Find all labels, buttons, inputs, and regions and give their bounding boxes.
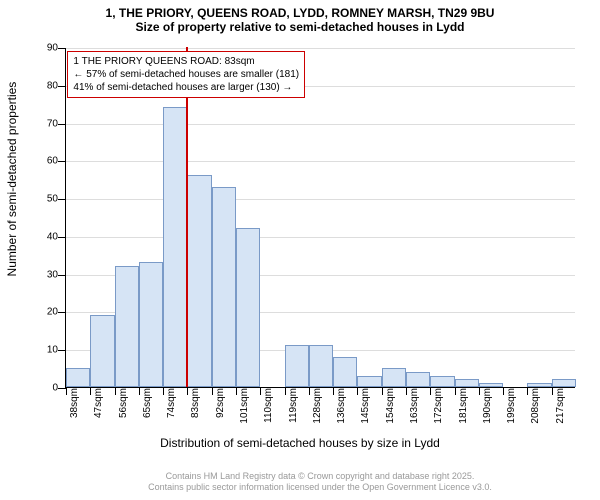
y-tick-label: 10	[34, 345, 58, 356]
y-tick	[58, 275, 66, 276]
x-tick	[333, 387, 334, 395]
grid-line	[66, 161, 575, 162]
chart-area: 010203040506070809038sqm47sqm56sqm65sqm7…	[65, 48, 575, 388]
x-tick	[309, 387, 310, 395]
histogram-bar	[115, 266, 139, 387]
x-tick-label: 190sqm	[482, 388, 493, 424]
y-tick	[58, 48, 66, 49]
x-tick	[285, 387, 286, 395]
x-tick	[382, 387, 383, 395]
grid-line	[66, 199, 575, 200]
y-tick-label: 80	[34, 80, 58, 91]
grid-line	[66, 237, 575, 238]
y-tick	[58, 124, 66, 125]
x-tick-label: 136sqm	[336, 388, 347, 424]
x-tick-label: 47sqm	[93, 388, 104, 418]
histogram-bar	[236, 228, 260, 387]
x-tick-label: 145sqm	[360, 388, 371, 424]
x-tick	[66, 387, 67, 395]
y-tick-label: 20	[34, 307, 58, 318]
histogram-bar	[90, 315, 114, 387]
histogram-bar	[406, 372, 430, 387]
y-tick-label: 0	[34, 383, 58, 394]
reference-marker-line	[186, 47, 188, 387]
histogram-bar	[285, 345, 309, 387]
footer-line2: Contains public sector information licen…	[65, 482, 575, 494]
x-tick	[527, 387, 528, 395]
histogram-bar	[139, 262, 163, 387]
chart-title-line1: 1, THE PRIORY, QUEENS ROAD, LYDD, ROMNEY…	[0, 6, 600, 20]
histogram-bar	[455, 379, 479, 387]
footer-attribution: Contains HM Land Registry data © Crown c…	[65, 471, 575, 494]
grid-line	[66, 48, 575, 49]
x-tick	[357, 387, 358, 395]
histogram-bar	[333, 357, 357, 387]
y-tick	[58, 312, 66, 313]
histogram-bar	[527, 383, 551, 387]
y-tick	[58, 350, 66, 351]
x-tick	[212, 387, 213, 395]
histogram-bar	[430, 376, 454, 387]
x-tick-label: 163sqm	[409, 388, 420, 424]
x-tick-label: 101sqm	[239, 388, 250, 424]
grid-line	[66, 124, 575, 125]
x-tick	[455, 387, 456, 395]
histogram-bar	[212, 187, 236, 387]
x-tick-label: 74sqm	[166, 388, 177, 418]
histogram-bar	[163, 107, 187, 387]
y-tick-label: 60	[34, 156, 58, 167]
x-tick-label: 172sqm	[433, 388, 444, 424]
annotation-box: 1 THE PRIORY QUEENS ROAD: 83sqm← 57% of …	[67, 51, 305, 98]
chart-title-line2: Size of property relative to semi-detach…	[0, 20, 600, 34]
histogram-bar	[382, 368, 406, 387]
annotation-line1: 1 THE PRIORY QUEENS ROAD: 83sqm	[73, 55, 299, 68]
y-tick	[58, 199, 66, 200]
y-tick-label: 90	[34, 43, 58, 54]
x-tick-label: 128sqm	[312, 388, 323, 424]
x-tick-label: 154sqm	[385, 388, 396, 424]
histogram-bar	[187, 175, 211, 387]
y-tick-label: 40	[34, 231, 58, 242]
x-tick	[430, 387, 431, 395]
x-tick-label: 208sqm	[530, 388, 541, 424]
x-tick	[479, 387, 480, 395]
x-tick-label: 56sqm	[118, 388, 129, 418]
x-tick-label: 92sqm	[215, 388, 226, 418]
x-tick	[115, 387, 116, 395]
x-tick-label: 83sqm	[190, 388, 201, 418]
x-tick-label: 217sqm	[555, 388, 566, 424]
x-tick	[406, 387, 407, 395]
annotation-line2: ← 57% of semi-detached houses are smalle…	[73, 68, 299, 81]
y-tick	[58, 161, 66, 162]
y-tick-label: 50	[34, 194, 58, 205]
histogram-bar	[357, 376, 381, 387]
histogram-bar	[552, 379, 576, 387]
footer-line1: Contains HM Land Registry data © Crown c…	[65, 471, 575, 483]
x-tick-label: 38sqm	[69, 388, 80, 418]
y-tick	[58, 388, 66, 389]
x-tick	[236, 387, 237, 395]
y-tick	[58, 237, 66, 238]
histogram-bar	[309, 345, 333, 387]
x-tick	[90, 387, 91, 395]
histogram-bar	[479, 383, 503, 387]
x-tick-label: 199sqm	[506, 388, 517, 424]
annotation-line3: 41% of semi-detached houses are larger (…	[73, 81, 299, 94]
y-tick	[58, 86, 66, 87]
y-tick-label: 70	[34, 118, 58, 129]
x-tick-label: 65sqm	[142, 388, 153, 418]
x-tick-label: 181sqm	[458, 388, 469, 424]
histogram-bar	[66, 368, 90, 387]
x-tick-label: 119sqm	[288, 388, 299, 423]
x-tick	[187, 387, 188, 395]
x-tick	[552, 387, 553, 395]
x-tick-label: 110sqm	[263, 388, 274, 423]
x-tick	[163, 387, 164, 395]
x-tick	[139, 387, 140, 395]
x-tick	[503, 387, 504, 395]
y-tick-label: 30	[34, 269, 58, 280]
x-tick	[260, 387, 261, 395]
x-axis-title: Distribution of semi-detached houses by …	[0, 436, 600, 450]
y-axis-title: Number of semi-detached properties	[5, 82, 19, 277]
